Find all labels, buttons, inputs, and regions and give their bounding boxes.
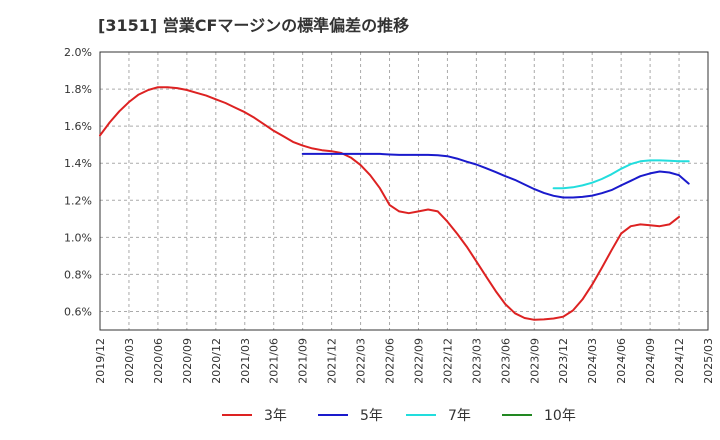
chart-title: [3151] 営業CFマージンの標準偏差の推移 [98,16,410,35]
x-tick-label: 2021/09 [297,338,310,384]
x-tick-label: 2023/06 [499,338,512,384]
x-tick-label: 2020/03 [123,338,136,384]
grid-layer [99,51,709,330]
x-tick-label: 2025/03 [702,338,715,384]
x-tick-label: 2020/06 [152,338,165,384]
legend-label: 3年 [264,408,287,424]
series-line-7年 [552,159,690,190]
series-line-3年 [99,86,680,321]
x-tick-label: 2021/12 [326,338,339,384]
y-tick-label: 1.8% [64,83,92,96]
x-tick-label: 2022/09 [412,338,425,384]
x-tick-label: 2024/03 [586,338,599,384]
x-tick-label: 2021/03 [239,338,252,384]
x-tick-label: 2024/06 [615,338,628,384]
axis-layer: 0.6% 0.8% 1.0% 1.2% 1.4% 1.6% 1.8% 2.0% 2019/12 2… [64,46,715,384]
y-tick-label: 0.6% [64,305,92,318]
legend-label: 5年 [360,408,383,424]
x-tick-label: 2020/12 [210,338,223,384]
legend-label: 7年 [448,408,471,424]
y-tick-label: 1.4% [64,157,92,170]
x-tick-label: 2019/12 [94,338,107,384]
legend: 3年 5年 7年 10年 [222,408,576,424]
legend-label: 10年 [544,408,576,424]
y-tick-label: 1.0% [64,231,92,244]
x-tick-label: 2020/09 [181,338,194,384]
x-tick-label: 2023/09 [528,338,541,384]
x-tick-label: 2023/03 [470,338,483,384]
x-tick-label: 2024/09 [644,338,657,384]
y-tick-label: 1.2% [64,194,92,207]
x-tick-label: 2022/06 [384,338,397,384]
y-tick-label: 1.6% [64,120,92,133]
x-tick-label: 2022/03 [355,338,368,384]
y-tick-label: 2.0% [64,46,92,59]
x-tick-label: 2021/06 [268,338,281,384]
series-line-5年 [301,152,690,199]
x-tick-label: 2023/12 [557,338,570,384]
y-tick-label: 0.8% [64,268,92,281]
series-layer [99,86,690,321]
x-tick-label: 2024/12 [673,338,686,384]
x-tick-label: 2022/12 [441,338,454,384]
plot-area-frame [99,51,709,331]
